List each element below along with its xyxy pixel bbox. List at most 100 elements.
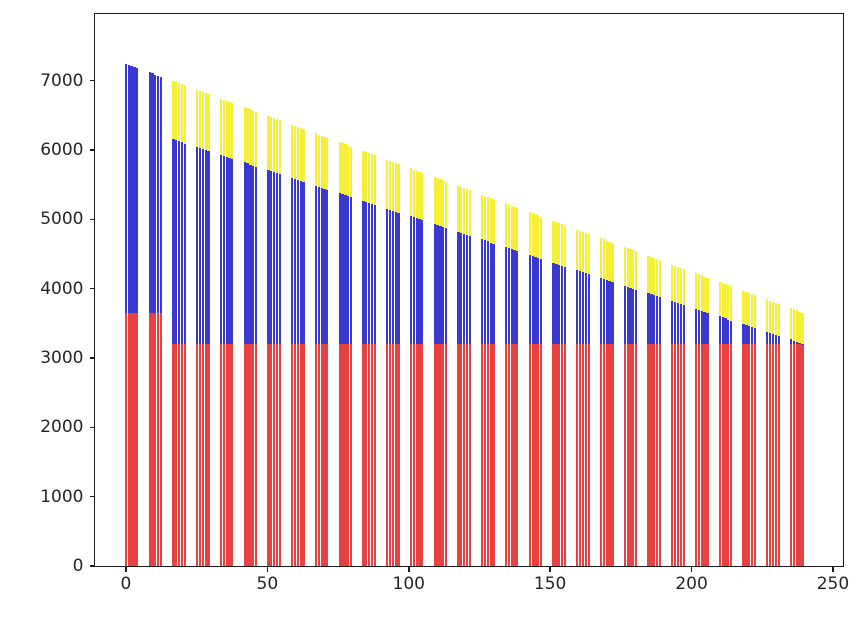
bar-segment-red: [516, 344, 519, 567]
bar-segment-yellow: [391, 161, 395, 211]
bar-segment-blue: [552, 262, 555, 345]
bar-segment-yellow: [270, 117, 273, 172]
bar-segment-yellow: [201, 91, 204, 150]
bar-segment-blue: [175, 140, 178, 345]
bar-segment-yellow: [706, 277, 709, 313]
bar-segment-blue: [795, 341, 798, 345]
bar-segment-yellow: [599, 238, 603, 278]
bar-segment-red: [531, 344, 534, 567]
bar-segment-red: [436, 344, 439, 567]
bar-segment-yellow: [697, 274, 701, 310]
bar-segment-yellow: [671, 264, 674, 301]
bar-segment-blue: [249, 164, 252, 345]
bar-segment-red: [730, 344, 733, 567]
bar-segment-red: [254, 344, 258, 567]
bar-segment-yellow: [769, 300, 772, 333]
bar-segment-blue: [225, 156, 228, 345]
bar-segment-red: [296, 344, 300, 567]
bar-segment-yellow: [421, 172, 424, 221]
bar-segment-red: [409, 344, 413, 567]
bar-segment-yellow: [486, 196, 490, 242]
bar-segment-yellow: [492, 199, 495, 244]
bar-segment-yellow: [439, 179, 442, 227]
bar-segment-blue: [632, 288, 635, 345]
bar-segment-yellow: [320, 135, 323, 188]
bar-segment-red: [323, 344, 326, 567]
bar-segment-red: [694, 344, 698, 567]
bar-segment-blue: [555, 263, 558, 345]
bar-segment-blue: [771, 333, 775, 345]
bar-segment-red: [183, 344, 186, 567]
bar-segment-blue: [750, 327, 754, 345]
bar-segment-yellow: [676, 266, 680, 304]
bar-segment-blue: [370, 204, 374, 345]
bar-segment-yellow: [584, 232, 587, 274]
bar-segment-blue: [703, 311, 706, 345]
bar-segment-red: [130, 313, 133, 567]
bar-segment-red: [157, 313, 160, 567]
bar-segment-blue: [442, 227, 445, 345]
bar-segment-yellow: [504, 203, 508, 248]
bar-segment-yellow: [674, 265, 677, 303]
bar-segment-red: [151, 313, 154, 567]
x-tick-mark: [408, 567, 410, 572]
bar-segment-yellow: [558, 223, 561, 265]
y-tick-mark: [89, 287, 94, 290]
bar-segment-red: [243, 344, 246, 567]
bar-segment-red: [136, 313, 139, 567]
bar-segment-red: [560, 344, 564, 567]
bar-segment-red: [231, 344, 234, 567]
bar-segment-blue: [798, 342, 801, 345]
bar-segment-yellow: [700, 275, 703, 311]
bar-segment-blue: [753, 328, 757, 345]
bar-segment-yellow: [745, 291, 748, 326]
bar-segment-blue: [439, 226, 442, 345]
bar-segment-yellow: [442, 180, 445, 228]
bar-segment-red: [412, 344, 415, 567]
bar-segment-blue: [635, 289, 638, 345]
bar-segment-blue: [579, 271, 582, 345]
bar-segment-red: [795, 344, 798, 567]
bar-segment-red: [655, 344, 659, 567]
bar-segment-red: [632, 344, 635, 567]
bar-segment-yellow: [415, 170, 418, 219]
bar-segment-yellow: [436, 178, 439, 226]
bar-segment-red: [225, 344, 228, 567]
bar-segment-yellow: [602, 239, 606, 279]
bar-segment-yellow: [605, 240, 608, 280]
bar-segment-red: [347, 344, 350, 567]
bar-segment-yellow: [748, 292, 751, 327]
bar-segment-red: [172, 344, 175, 567]
bar-segment-red: [370, 344, 374, 567]
bar-segment-blue: [320, 187, 323, 345]
bar-segment-blue: [338, 193, 341, 345]
bar-segment-blue: [777, 335, 780, 345]
bar-segment-blue: [421, 220, 424, 345]
bar-segment-blue: [368, 203, 371, 345]
bar-segment-yellow: [468, 190, 471, 236]
bar-segment-red: [465, 344, 469, 567]
bar-segment-red: [249, 344, 252, 567]
bar-segment-red: [180, 344, 184, 567]
y-tick-mark: [89, 218, 94, 221]
bar-segment-yellow: [579, 230, 582, 272]
bar-segment-blue: [537, 257, 540, 345]
bar-segment-red: [344, 344, 347, 567]
bar-segment-yellow: [653, 258, 656, 296]
bar-segment-blue: [231, 158, 234, 345]
bar-segment-yellow: [629, 249, 632, 288]
bar-segment-red: [674, 344, 677, 567]
bar-segment-red: [492, 344, 495, 567]
bar-segment-blue: [531, 255, 534, 345]
bar-segment-blue: [463, 233, 466, 345]
bar-segment-yellow: [373, 155, 376, 206]
bar-segment-blue: [373, 205, 376, 345]
bar-segment-blue: [789, 339, 793, 345]
bar-segment-red: [682, 344, 685, 567]
bar-segment-red: [317, 344, 320, 567]
bar-segment-red: [534, 344, 537, 567]
bar-segment-blue: [219, 154, 223, 345]
bar-segment-yellow: [444, 181, 448, 229]
bar-segment-red: [314, 344, 318, 567]
bar-segment-red: [148, 313, 151, 567]
